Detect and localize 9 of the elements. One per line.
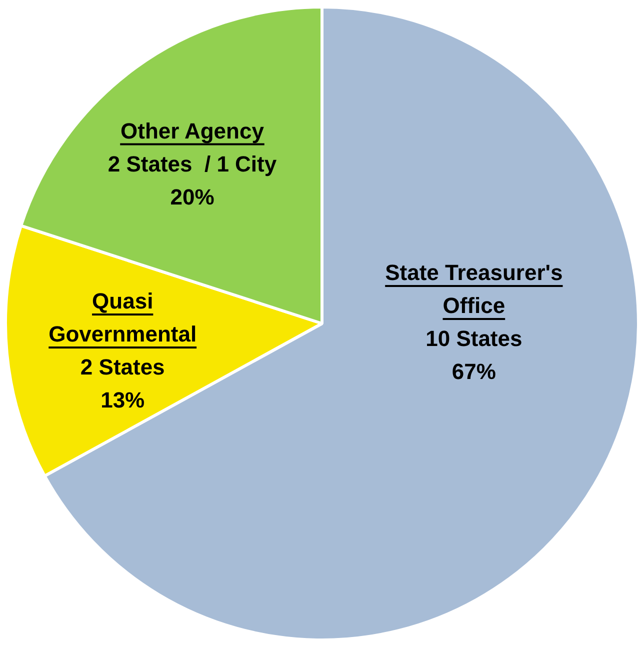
slice-label: Other Agency (120, 118, 265, 144)
text: 10 States (426, 326, 522, 352)
slice-label: State Treasurer's Office (385, 260, 563, 318)
data-label: 13% (100, 388, 145, 413)
text: 2 States / 1 City (108, 151, 277, 176)
slice-label: Quasi Governmental (48, 288, 197, 347)
text: 2 States (80, 354, 165, 380)
data-label: 67% (452, 359, 496, 384)
data-label: 20% (170, 184, 214, 210)
